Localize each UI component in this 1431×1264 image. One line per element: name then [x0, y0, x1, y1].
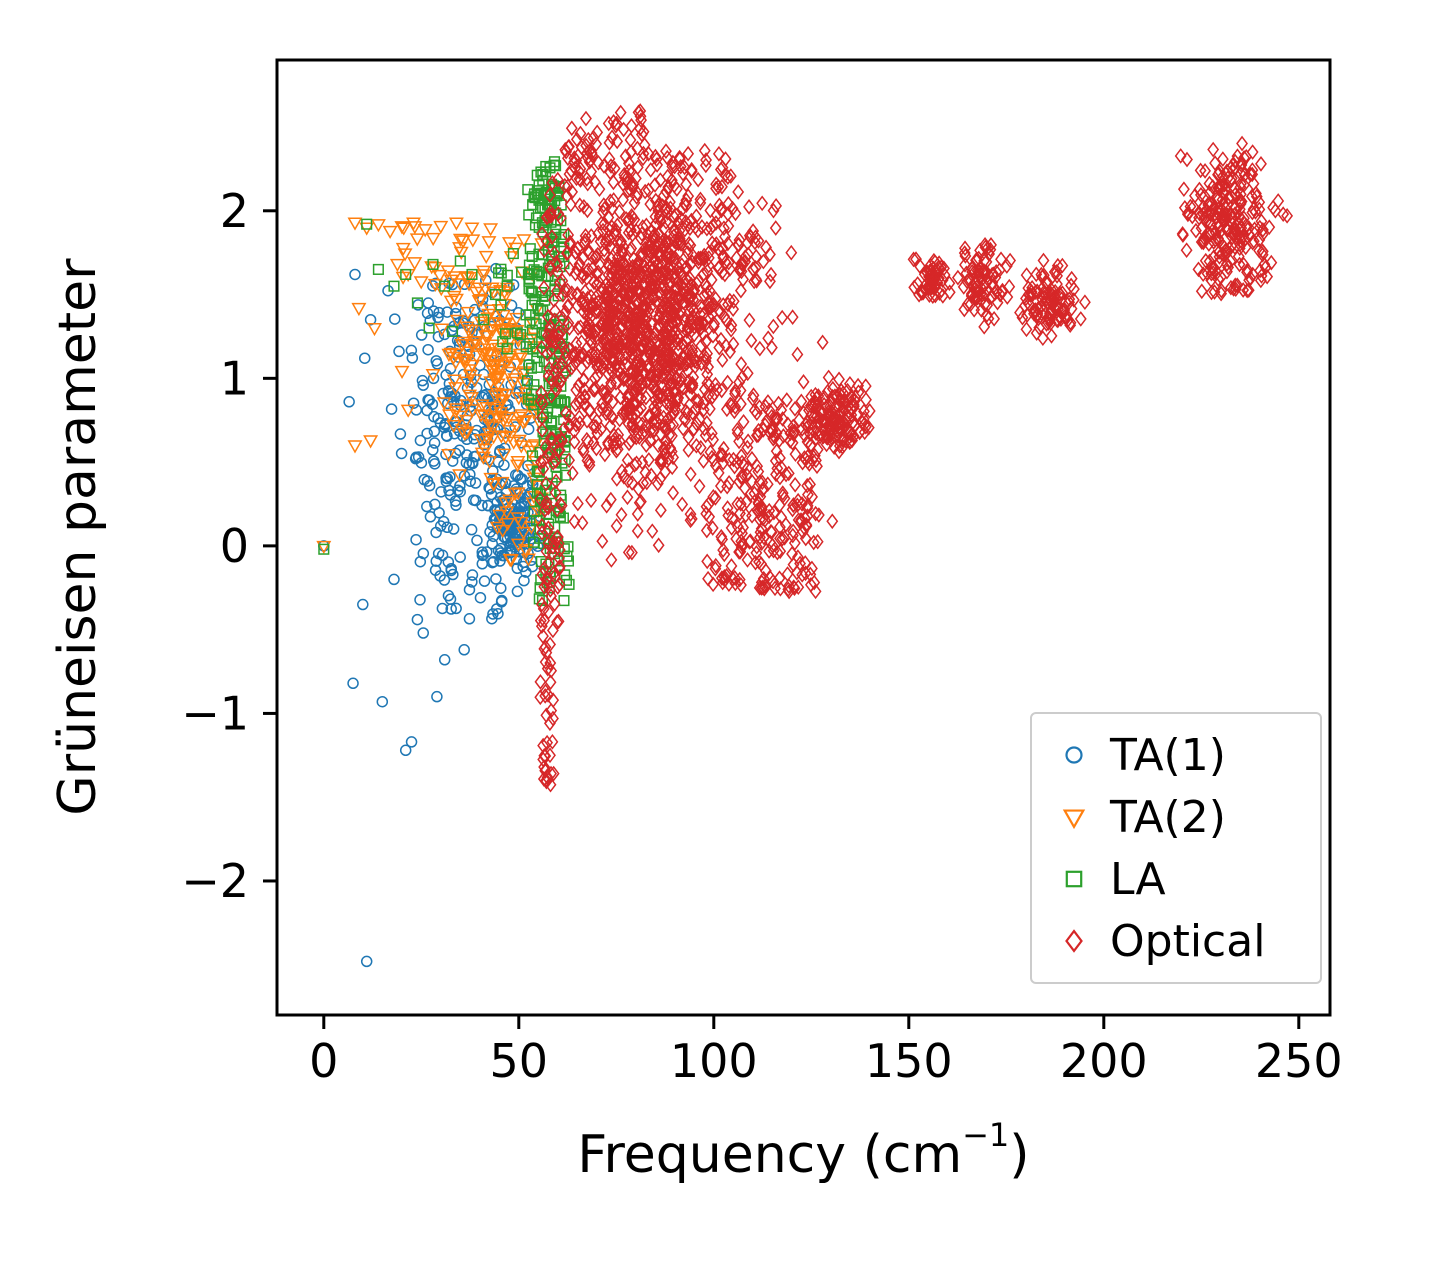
legend-label-optical: Optical — [1110, 915, 1266, 967]
legend-label-la: LA — [1110, 853, 1166, 905]
x-ticks — [322, 1015, 1301, 1029]
svg-text:0: 0 — [220, 519, 249, 573]
ta2-triangle-marker-icon — [1062, 809, 1086, 830]
la-square-marker-icon — [1065, 870, 1083, 888]
y-ticks — [263, 209, 277, 883]
x-axis-label-close: ) — [1009, 1125, 1030, 1185]
svg-text:200: 200 — [1060, 1034, 1148, 1088]
legend-item-optical: Optical — [1042, 915, 1310, 967]
legend-item-ta2: TA(2) — [1042, 791, 1310, 843]
legend-item-ta1: TA(1) — [1042, 729, 1310, 781]
x-axis-label: Frequency (cm−1) — [277, 1116, 1330, 1185]
ta1-circle-marker-icon — [1065, 746, 1083, 764]
y-axis-label: Grüneisen parameter — [48, 258, 108, 816]
svg-text:2: 2 — [220, 184, 249, 238]
legend-label-ta1: TA(1) — [1110, 729, 1226, 781]
svg-text:50: 50 — [490, 1034, 549, 1088]
y-tick-labels: −2 −1 0 1 2 — [181, 184, 249, 908]
legend-label-ta2: TA(2) — [1110, 791, 1226, 843]
x-axis-label-superscript: −1 — [962, 1116, 1010, 1154]
legend: TA(1) TA(2) LA Optical — [1030, 712, 1322, 984]
svg-text:−1: −1 — [181, 686, 249, 740]
optical-diamond-marker-icon — [1065, 929, 1083, 953]
svg-text:250: 250 — [1255, 1034, 1343, 1088]
svg-text:100: 100 — [670, 1034, 758, 1088]
legend-item-la: LA — [1042, 853, 1310, 905]
svg-text:1: 1 — [220, 351, 249, 405]
svg-text:0: 0 — [309, 1034, 338, 1088]
x-axis-label-text: Frequency (cm — [577, 1125, 963, 1185]
axes: 0 50 100 150 200 250 −2 −1 0 1 2 — [181, 58, 1343, 1088]
series-optical — [534, 103, 1294, 793]
x-tick-labels: 0 50 100 150 200 250 — [309, 1034, 1343, 1088]
svg-text:150: 150 — [865, 1034, 953, 1088]
svg-text:−2: −2 — [181, 854, 249, 908]
